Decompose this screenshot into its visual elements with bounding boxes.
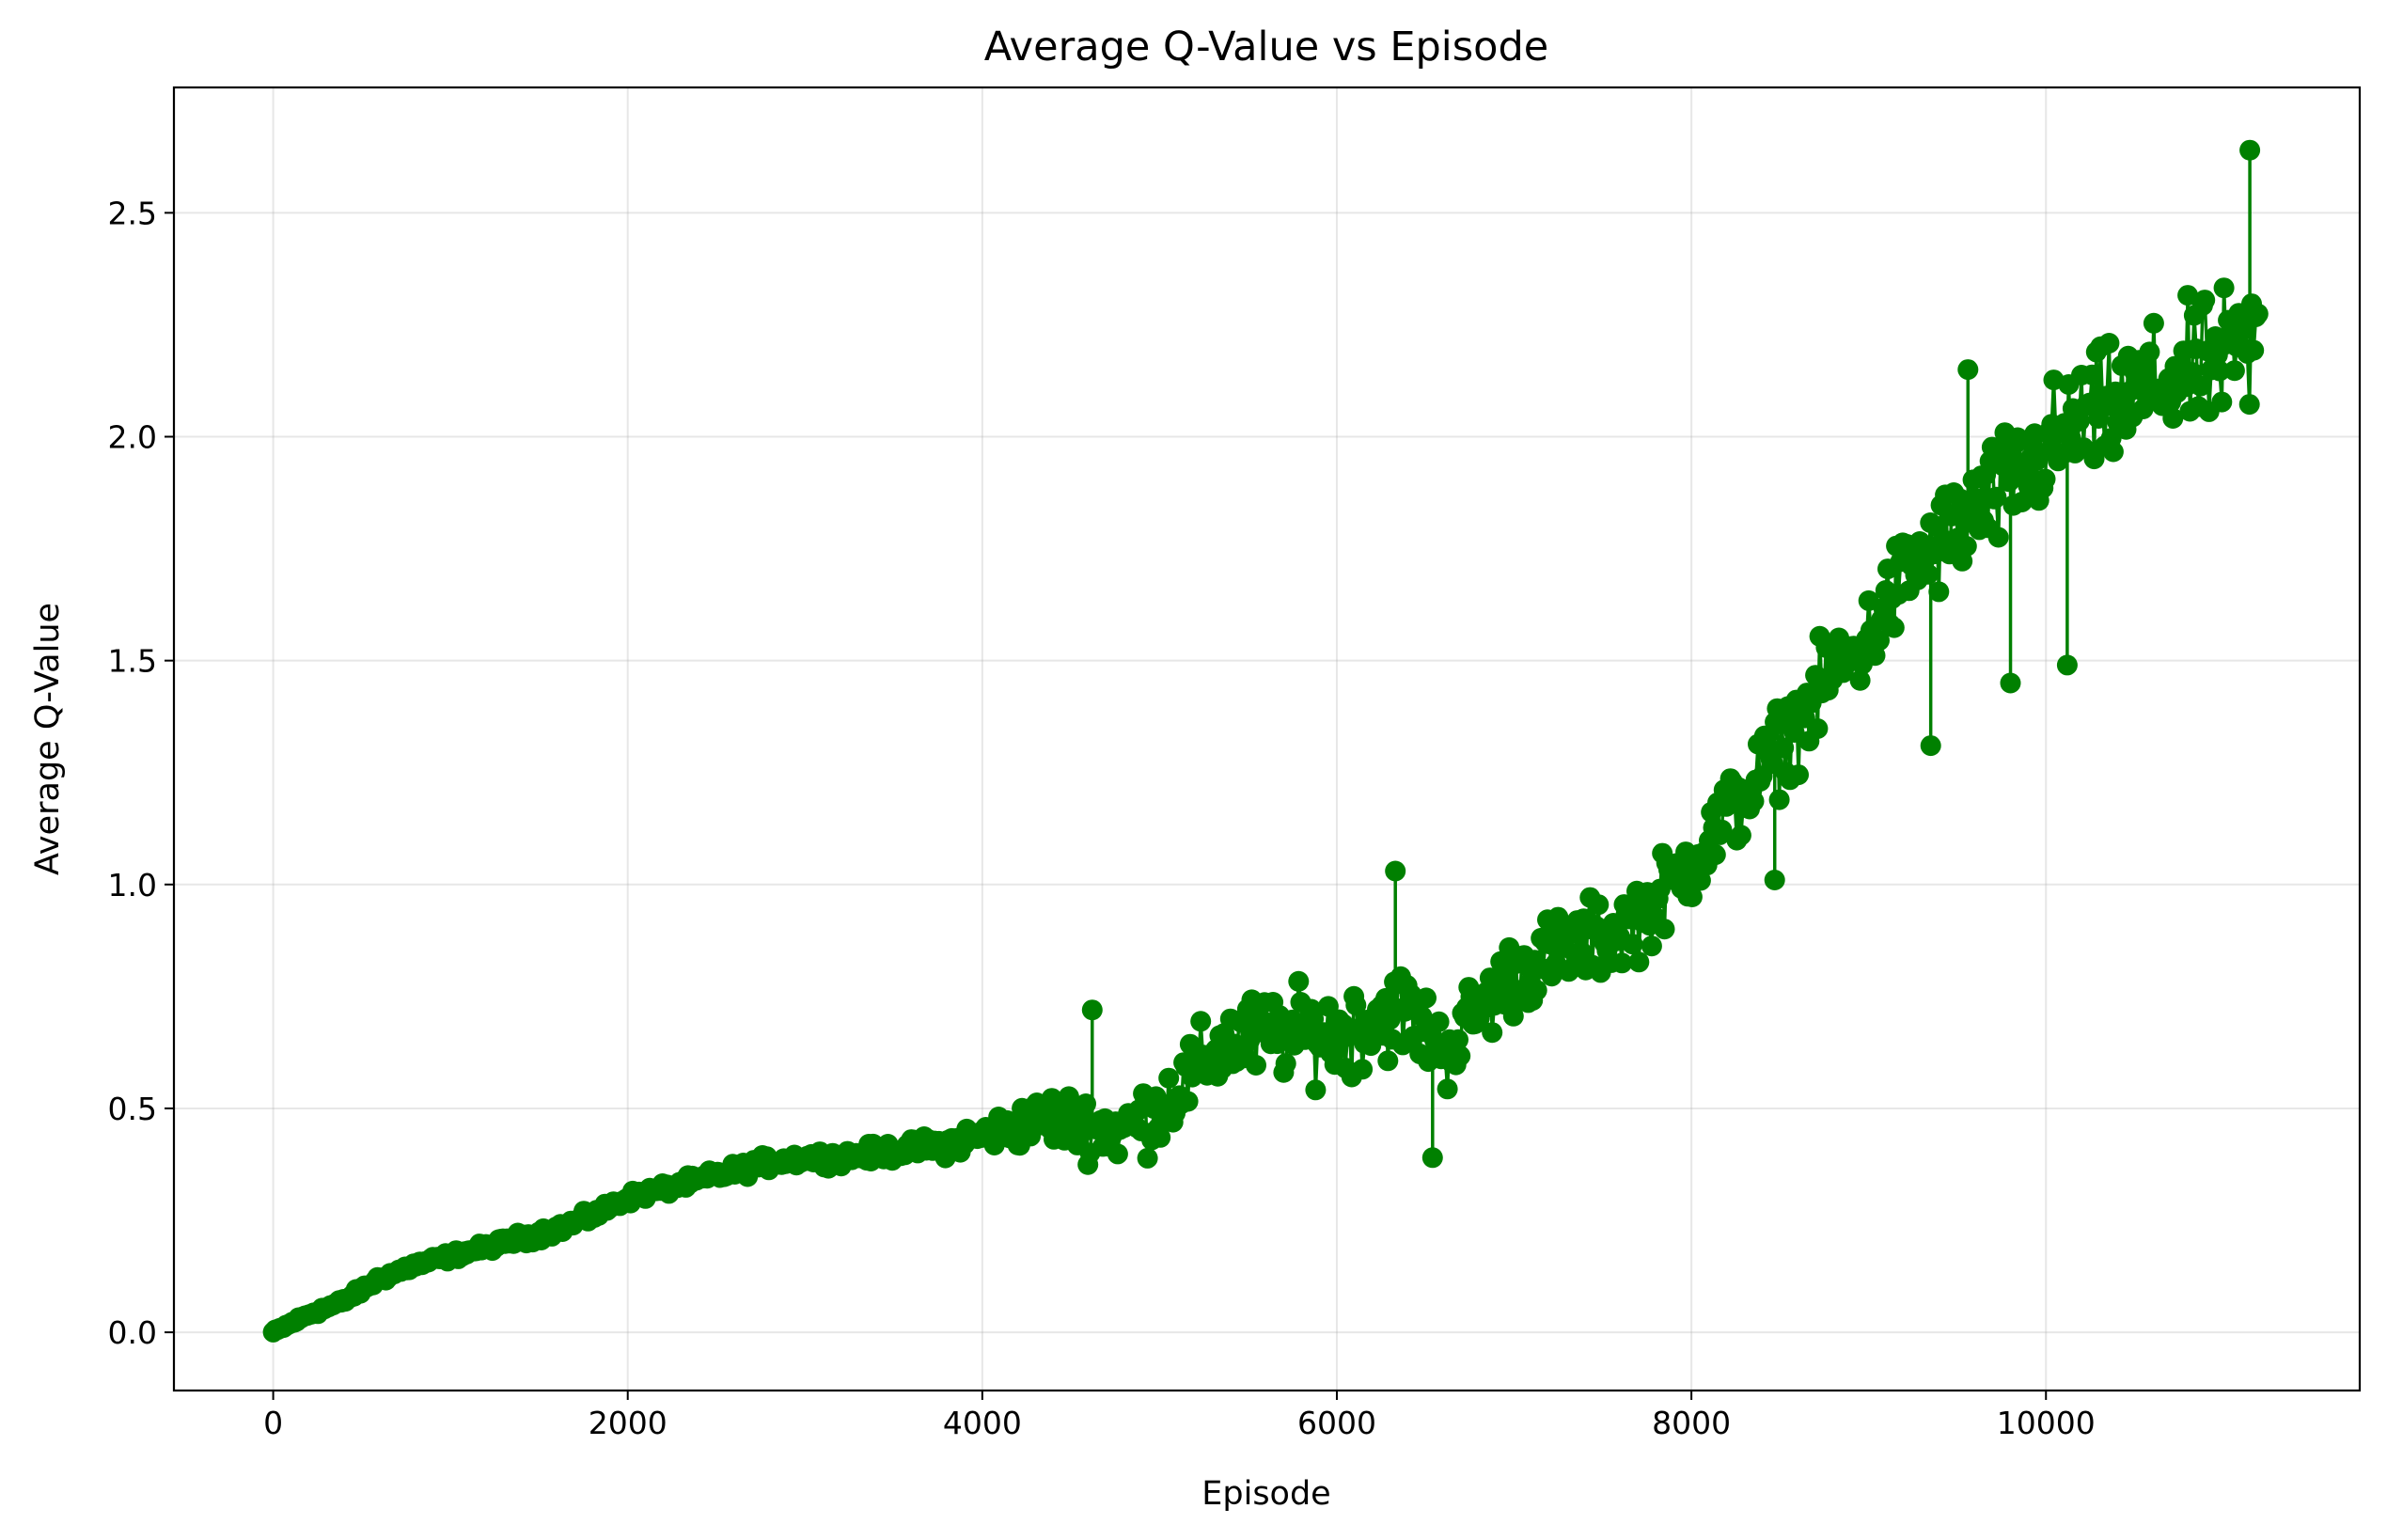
data-point [2211, 391, 2233, 413]
grid [174, 87, 2360, 1391]
data-point [2194, 290, 2216, 311]
x-tick-label: 6000 [1297, 1405, 1376, 1441]
data-point [1428, 1011, 1450, 1032]
data-point [1918, 563, 1939, 585]
data-point [2000, 672, 2021, 694]
data-point [1352, 1059, 1374, 1080]
data-point [1788, 764, 1809, 786]
data-point [1928, 581, 1950, 603]
data-point [2213, 277, 2235, 299]
data-point [1743, 791, 1765, 812]
data-point [1081, 999, 1103, 1021]
data-point [2162, 408, 2184, 429]
data-point [1628, 951, 1650, 973]
data-point [2102, 441, 2124, 463]
data-point [1768, 789, 1790, 810]
data-point [1986, 486, 2007, 508]
data-point [1883, 617, 1905, 638]
x-axis: 0 2000 4000 6000 8000 10000 [263, 1391, 2096, 1441]
data-point [1448, 1029, 1468, 1050]
data-point [1711, 819, 1733, 841]
data-point [1654, 919, 1675, 940]
data-point [1305, 1079, 1327, 1101]
x-tick-label: 2000 [589, 1405, 667, 1441]
chart-title: Average Q-Value vs Episode [984, 24, 1548, 71]
data-point [2239, 139, 2261, 161]
data-point [1730, 825, 1751, 846]
data-point [2139, 341, 2160, 363]
data-point [1611, 952, 1633, 974]
data-point [2056, 654, 2078, 676]
data-point [2081, 364, 2103, 385]
data-point [1955, 536, 1977, 557]
data-point [1622, 934, 1643, 955]
data-point [1849, 669, 1871, 691]
data-point [1869, 630, 1890, 652]
y-tick-label: 0.0 [108, 1314, 157, 1351]
data-point [1416, 987, 1437, 1009]
data-point [1926, 515, 1948, 537]
data-point [2190, 375, 2211, 397]
data-point [2143, 312, 2164, 334]
plot-frame [172, 86, 2362, 1392]
data-point [1137, 1147, 1158, 1169]
data-point [1421, 1147, 1443, 1169]
y-axis-label: Average Q-Value [29, 603, 67, 875]
data-point [1275, 1053, 1296, 1075]
x-tick-label: 4000 [943, 1405, 1022, 1441]
data-point [1411, 1006, 1433, 1027]
y-tick-label: 2.0 [108, 419, 157, 456]
data-point [1150, 1126, 1171, 1148]
data-point [1588, 894, 1610, 916]
data-point [1773, 737, 1795, 759]
y-tick-label: 1.0 [108, 867, 157, 904]
data-point [2238, 394, 2260, 416]
x-tick-label: 8000 [1652, 1405, 1731, 1441]
data-point [1807, 718, 1829, 739]
x-tick-label: 10000 [1997, 1405, 2096, 1441]
y-tick-label: 0.5 [108, 1091, 157, 1127]
data-point [2177, 285, 2199, 306]
data-point [1482, 1022, 1503, 1044]
data-point [1190, 1011, 1212, 1032]
data-point [1177, 1091, 1199, 1112]
data-point [2209, 360, 2230, 382]
data-point [2243, 339, 2265, 361]
data-point [1158, 1067, 1180, 1089]
data-point [1987, 526, 2009, 548]
data-point [1345, 995, 1367, 1016]
data-point [1957, 359, 1979, 381]
data-point [2011, 492, 2033, 512]
data-point [1641, 935, 1662, 957]
y-tick-label: 2.5 [108, 195, 157, 231]
data-point [1437, 1078, 1458, 1100]
data-point [1681, 887, 1703, 907]
data-point [1764, 870, 1785, 890]
x-axis-label: Episode [1201, 1475, 1330, 1513]
data-point [1377, 1050, 1399, 1072]
data-point [1107, 1143, 1128, 1165]
data-point [2098, 333, 2120, 354]
data-point [2130, 356, 2152, 378]
data-point [1246, 1055, 1266, 1076]
data-point [1526, 980, 1547, 1001]
series-line [272, 286, 2260, 1334]
data-point [1920, 735, 1941, 757]
x-tick-label: 0 [263, 1405, 283, 1441]
data-point [1385, 860, 1406, 882]
y-tick-label: 1.5 [108, 643, 157, 680]
data-point [2034, 468, 2056, 490]
data-series [262, 139, 2269, 1343]
data-point [1288, 970, 1310, 992]
data-point [2223, 360, 2245, 382]
data-point [1704, 844, 1726, 866]
data-point [1450, 1045, 1471, 1067]
y-axis: 0.0 0.5 1.0 1.5 2.0 2.5 [108, 195, 174, 1351]
data-point [2247, 303, 2269, 324]
